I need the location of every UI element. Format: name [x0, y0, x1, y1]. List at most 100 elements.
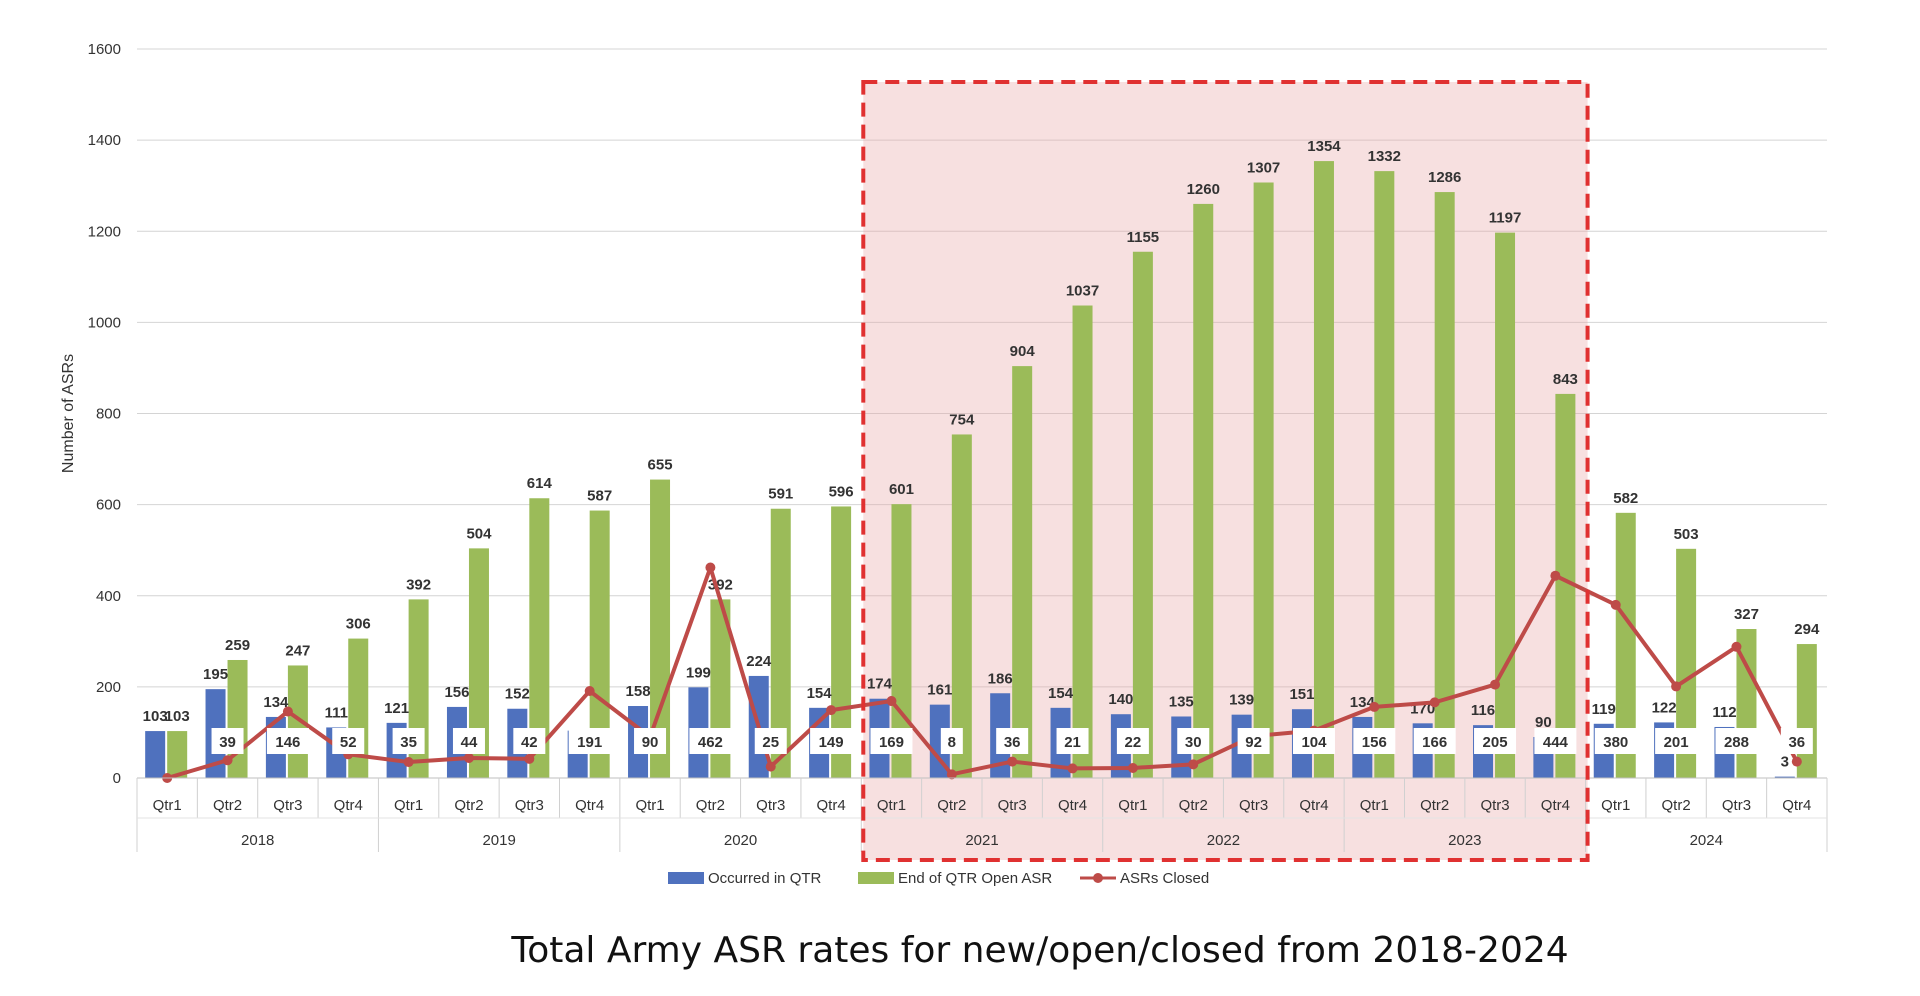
y-tick-label: 800 [96, 406, 121, 423]
bar-data-label: 392 [708, 576, 733, 593]
line-label-box [1056, 728, 1089, 754]
line-label-box [870, 728, 913, 754]
x-quarter-label: Qtr2 [696, 797, 725, 814]
closed-point [1490, 679, 1501, 690]
x-year-label: 2023 [1448, 832, 1481, 849]
line-data-label: 25 [762, 734, 779, 751]
line-label-box [211, 728, 244, 754]
bar-open [1012, 366, 1033, 778]
x-year-label: 2024 [1690, 832, 1723, 849]
bar-data-label: 587 [587, 488, 612, 505]
y-tick-label: 1600 [88, 41, 121, 58]
x-quarter-label: Qtr3 [1239, 797, 1268, 814]
bar-data-label: 1197 [1489, 210, 1522, 227]
closed-point [524, 753, 535, 764]
x-quarter-label: Qtr3 [1722, 797, 1751, 814]
bar-data-label: 90 [1535, 714, 1552, 731]
closed-point [1127, 762, 1138, 773]
closed-point [1731, 641, 1742, 652]
bar-data-label: 151 [1289, 686, 1314, 703]
legend-swatch [858, 872, 894, 884]
line-label-box [1715, 728, 1758, 754]
line-data-label: 36 [1004, 734, 1021, 751]
bar-data-label: 504 [466, 525, 492, 542]
bar-open [1555, 393, 1576, 778]
x-quarter-label: Qtr4 [1541, 797, 1570, 814]
x-quarter-label: Qtr1 [394, 797, 423, 814]
line-label-box [452, 728, 485, 754]
bar-occurred [145, 731, 166, 778]
closed-point [705, 562, 716, 573]
x-quarter-label: Qtr2 [937, 797, 966, 814]
line-data-label: 104 [1301, 734, 1327, 751]
bar-data-label: 161 [927, 682, 952, 699]
bar-data-label: 111 [325, 704, 348, 721]
closed-point [1067, 763, 1078, 774]
bar-open [1313, 161, 1334, 779]
bar-data-label: 259 [225, 637, 250, 654]
x-quarter-label: Qtr4 [334, 797, 363, 814]
line-data-label: 205 [1483, 734, 1508, 751]
bar-open [468, 548, 489, 778]
line-data-label: 44 [461, 734, 478, 751]
bar-data-label: 1307 [1247, 159, 1280, 176]
bar-occurred [929, 704, 950, 778]
closed-point [1188, 759, 1199, 770]
line-data-label: 201 [1664, 734, 1689, 751]
line-label-box [996, 728, 1029, 754]
highlight-border [861, 80, 1590, 862]
x-quarter-label: Qtr1 [877, 797, 906, 814]
line-data-label: 8 [948, 734, 956, 751]
x-quarter-label: Qtr1 [1360, 797, 1389, 814]
closed-point [1429, 697, 1440, 708]
bar-data-label: 904 [1010, 343, 1036, 360]
x-quarter-label: Qtr2 [1179, 797, 1208, 814]
y-axis-label: Number of ASRs [60, 354, 77, 473]
line-data-label: 288 [1724, 734, 1749, 751]
bar-open [1253, 182, 1274, 779]
line-data-label: 22 [1125, 734, 1142, 751]
line-data-label: 92 [1245, 734, 1262, 751]
line-label-box [754, 728, 787, 754]
line-data-label: 146 [275, 734, 300, 751]
line-data-label: 191 [577, 734, 602, 751]
closed-point [1610, 599, 1621, 610]
bar-data-label: 655 [648, 457, 673, 474]
x-quarter-label: Qtr2 [1420, 797, 1449, 814]
line-label-box [332, 728, 365, 754]
closed-point [1791, 756, 1802, 767]
bar-data-label: 247 [285, 642, 310, 659]
bar-data-label: 140 [1108, 691, 1133, 708]
closed-point [1007, 756, 1018, 767]
x-quarter-label: Qtr1 [1118, 797, 1147, 814]
x-quarter-label: Qtr3 [273, 797, 302, 814]
closed-point [886, 695, 897, 706]
closed-point [765, 761, 776, 772]
bar-data-label: 596 [829, 483, 854, 500]
closed-point [946, 769, 957, 780]
bar-data-label: 174 [867, 676, 893, 693]
bar-data-label: 582 [1613, 490, 1638, 507]
x-year-label: 2020 [724, 832, 757, 849]
bar-data-label: 135 [1169, 693, 1194, 710]
bar-data-label: 3 [1781, 754, 1789, 771]
bar-data-label: 122 [1652, 699, 1677, 716]
bar-open [650, 479, 671, 778]
bar-data-label: 224 [746, 653, 772, 670]
bar-data-label: 1155 [1127, 229, 1160, 246]
bar-open [529, 498, 550, 778]
bar-data-label: 154 [807, 685, 833, 702]
line-data-label: 36 [1788, 734, 1805, 751]
closed-point [403, 757, 414, 768]
line-label-box [1177, 728, 1210, 754]
x-quarter-label: Qtr1 [153, 797, 182, 814]
x-year-label: 2019 [482, 832, 515, 849]
y-tick-label: 600 [96, 497, 121, 514]
x-quarter-label: Qtr4 [1058, 797, 1087, 814]
bar-open [770, 508, 791, 778]
bar-data-label: 112 [1712, 704, 1736, 721]
line-label-box [1413, 728, 1456, 754]
legend-swatch-marker [1093, 873, 1103, 883]
line-label-box [1594, 728, 1637, 754]
bar-data-label: 843 [1553, 371, 1578, 388]
